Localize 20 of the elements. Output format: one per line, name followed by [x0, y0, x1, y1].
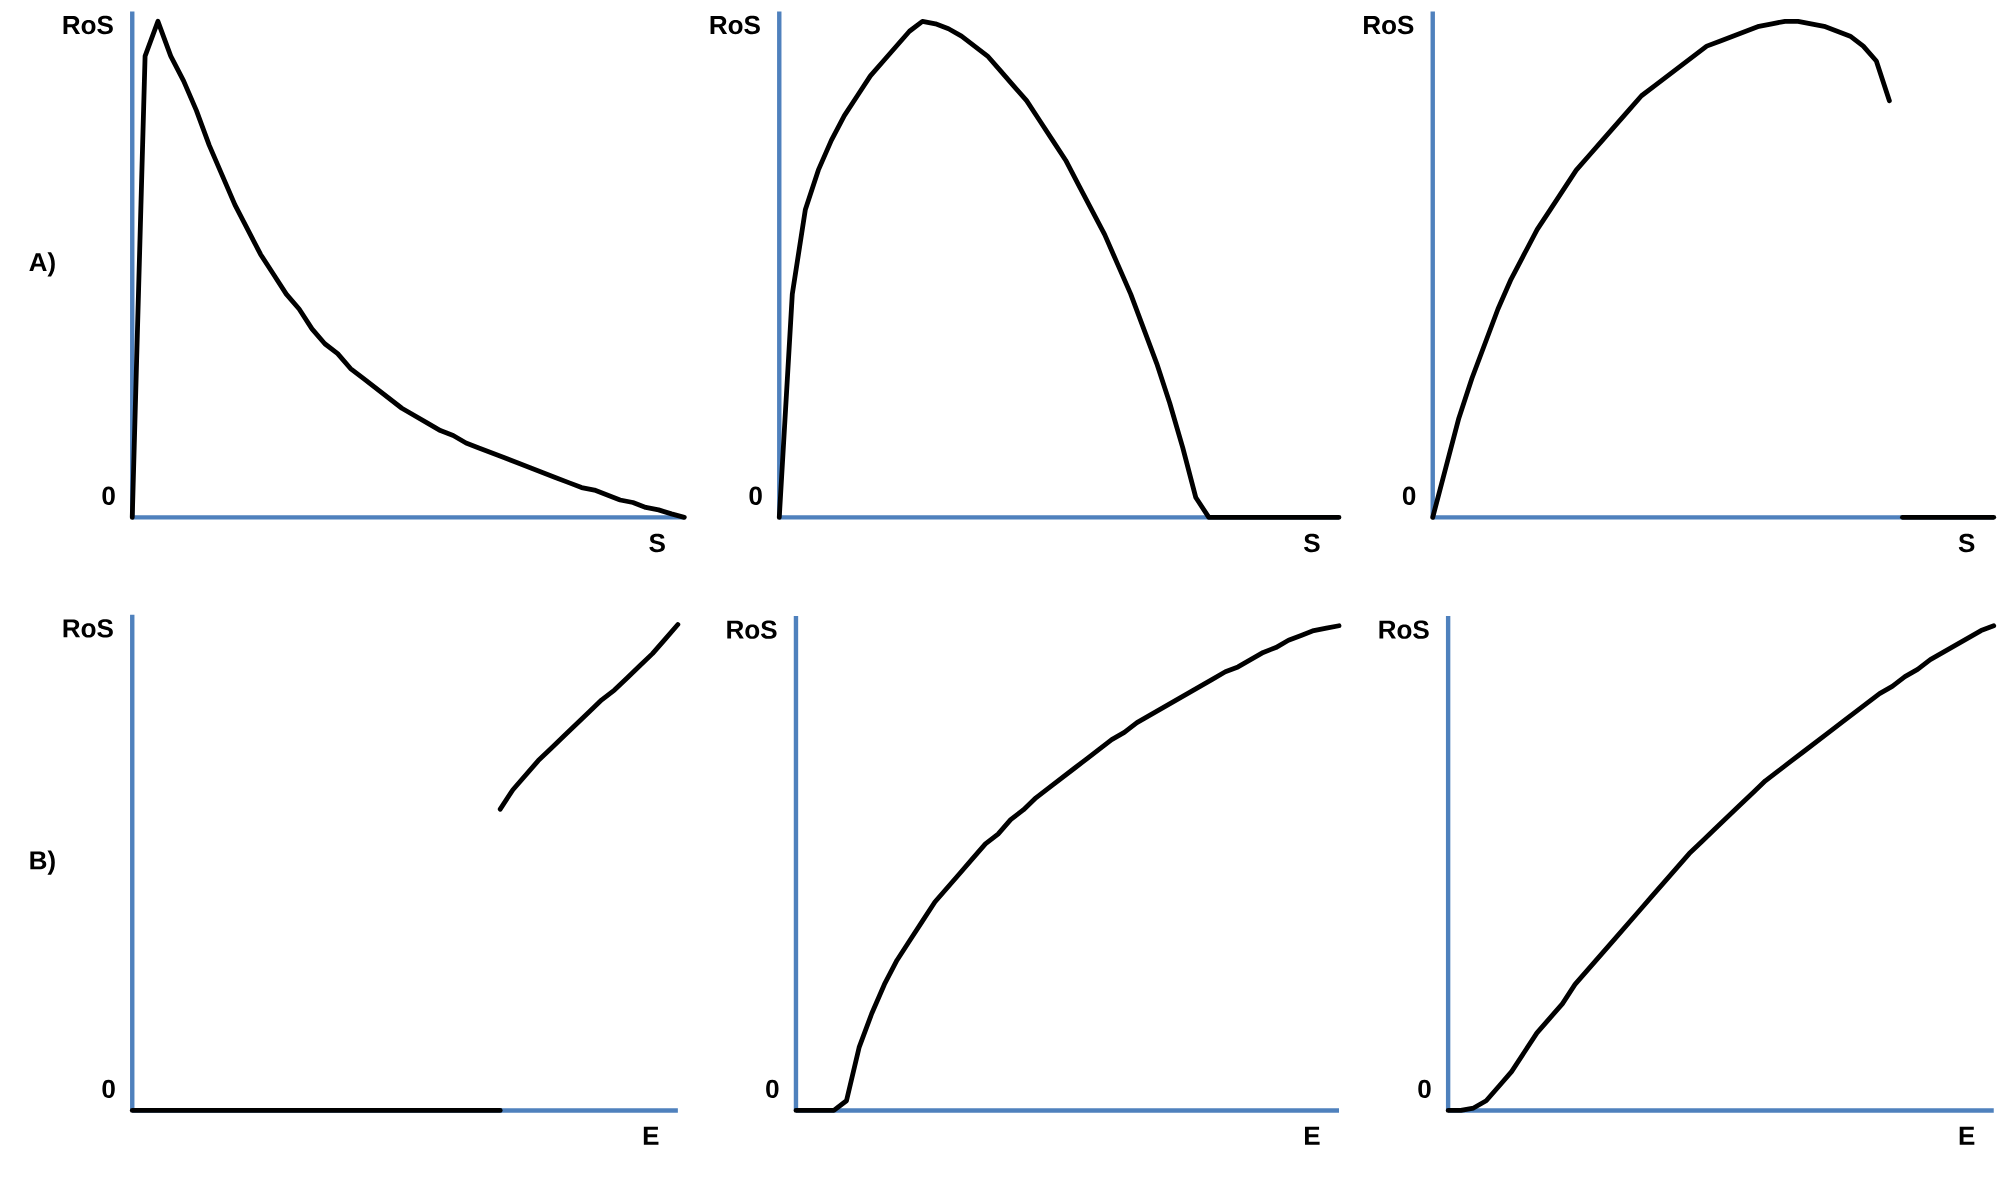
x-axis-title: E	[1959, 1126, 1975, 1145]
y-axis-title: RoS	[63, 15, 113, 35]
text: 0	[102, 486, 115, 505]
y-axis-title: RoS	[63, 619, 113, 638]
x-axis-title: S	[649, 533, 665, 553]
x-axis-title: E	[643, 1126, 659, 1145]
text: 0	[1418, 1079, 1431, 1099]
y-axis-title: RoS	[727, 620, 777, 639]
y-axis-title: RoS	[710, 15, 760, 35]
text: 0	[102, 1079, 115, 1099]
text: 0	[1402, 486, 1416, 505]
text: B)	[30, 850, 55, 875]
y-axis-title: RoS	[1379, 620, 1429, 639]
y-axis-title: RoS	[1364, 15, 1414, 35]
x-axis-title: E	[1304, 1126, 1320, 1145]
x-axis-title: S	[1304, 533, 1320, 553]
x-axis-title: S	[1958, 533, 1975, 553]
text: 0	[749, 486, 762, 505]
text: 0	[766, 1079, 779, 1099]
text: A)	[29, 252, 55, 277]
